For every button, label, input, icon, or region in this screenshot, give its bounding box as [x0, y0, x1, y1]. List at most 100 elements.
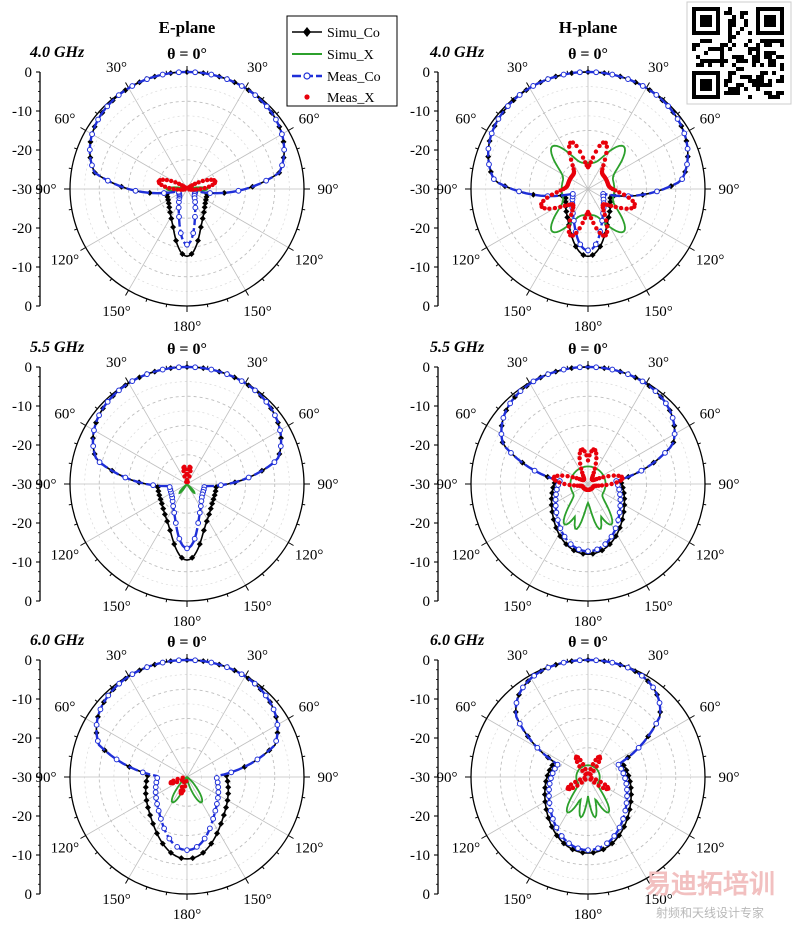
angle-tick [697, 816, 701, 819]
data-point-circle [94, 738, 101, 744]
grid-spoke [128, 382, 188, 485]
data-point-diamond [168, 215, 175, 222]
data-point-dot [557, 480, 562, 485]
data-point-diamond [147, 812, 154, 819]
data-point-diamond [188, 251, 195, 258]
data-point-circle [208, 659, 215, 666]
data-point-circle [274, 721, 281, 728]
grid-spoke [529, 188, 589, 291]
data-point-circle [593, 69, 600, 76]
angle-tick [261, 866, 265, 870]
angle-label: 180° [173, 319, 202, 335]
data-point-circle [547, 807, 554, 814]
data-point-circle [97, 706, 104, 713]
data-point-circle [593, 364, 600, 371]
data-point-circle [602, 541, 609, 548]
radial-tick-label: -10 [410, 555, 430, 571]
data-point-circle [176, 213, 182, 220]
grid-spoke [186, 188, 289, 248]
data-point-dot [597, 230, 602, 236]
data-point-circle [252, 387, 258, 394]
qr-module [724, 79, 728, 83]
legend-entry-simu-co: Simu_Co [292, 26, 380, 41]
angle-tick [646, 878, 650, 884]
data-point-dot [596, 783, 601, 788]
angle-tick [607, 599, 610, 603]
angle-tick [125, 290, 129, 296]
data-point-dot [570, 474, 575, 480]
data-point-dot [600, 233, 606, 238]
angle-tick [546, 298, 549, 302]
angle-tick [703, 208, 707, 211]
data-point-dot [575, 483, 580, 488]
angle-tick [662, 391, 666, 395]
qr-module [768, 39, 772, 43]
data-point-dot [604, 224, 610, 229]
data-point-circle [638, 672, 645, 679]
data-point-circle [498, 431, 505, 437]
qr-module [772, 59, 776, 63]
data-point-circle [593, 657, 600, 664]
angle-tick [94, 699, 98, 703]
data-point-dot [593, 451, 599, 456]
angle-label: 30° [247, 60, 268, 76]
frequency-label: 4.0 GHz [429, 44, 485, 61]
data-point-dot [582, 775, 587, 781]
data-point-circle [212, 807, 219, 814]
data-point-circle [576, 69, 583, 76]
data-point-dot [574, 759, 580, 765]
data-point-diamond [563, 541, 570, 548]
data-point-dot [587, 453, 592, 458]
data-point-circle [504, 103, 511, 109]
data-point-circle [486, 161, 492, 168]
data-point-dot [577, 764, 582, 769]
data-point-dot [574, 143, 579, 149]
grid-spoke [587, 483, 690, 543]
qr-module [772, 51, 776, 55]
angle-label: 90° [437, 477, 458, 493]
data-point-circle [159, 659, 166, 666]
data-point-circle [193, 843, 200, 850]
angle-tick [481, 542, 487, 546]
angle-tick [677, 263, 681, 267]
angle-tick [245, 878, 249, 884]
data-point-dot [160, 177, 166, 182]
data-point-diamond [179, 251, 186, 258]
data-point-diamond [612, 533, 619, 540]
angle-tick [80, 542, 86, 546]
angle-tick [109, 573, 113, 577]
qr-module [740, 67, 744, 71]
angle-tick [245, 585, 249, 591]
angle-label: 30° [106, 648, 127, 664]
data-point-circle [615, 517, 622, 523]
angle-tick [145, 298, 148, 302]
angle-tick [74, 735, 78, 738]
data-point-circle [235, 187, 242, 194]
data-point-dot [577, 226, 582, 231]
angle-label: 150° [243, 304, 272, 320]
data-point-circle [548, 775, 554, 782]
angle-tick [125, 377, 129, 383]
qr-module [760, 83, 764, 87]
data-point-circle [624, 793, 630, 799]
data-point-circle [625, 76, 631, 83]
angle-tick [495, 263, 499, 267]
data-point-circle [561, 533, 568, 540]
qr-module [764, 91, 768, 95]
data-point-circle [618, 765, 624, 772]
data-point-circle [622, 807, 629, 814]
data-point-dot [571, 483, 577, 488]
radial-tick-label: -20 [12, 516, 32, 532]
data-point-diamond [201, 204, 208, 211]
data-point-circle [208, 366, 215, 373]
qr-module [736, 91, 740, 95]
data-point-dot [584, 771, 590, 776]
data-point-circle [516, 188, 522, 195]
data-point-circle [95, 116, 101, 123]
data-point-circle [531, 467, 538, 474]
angle-tick [261, 391, 265, 395]
qr-module [768, 55, 772, 59]
qr-module [776, 39, 780, 43]
angle-label: 150° [243, 892, 272, 908]
data-point-dot [609, 481, 614, 487]
